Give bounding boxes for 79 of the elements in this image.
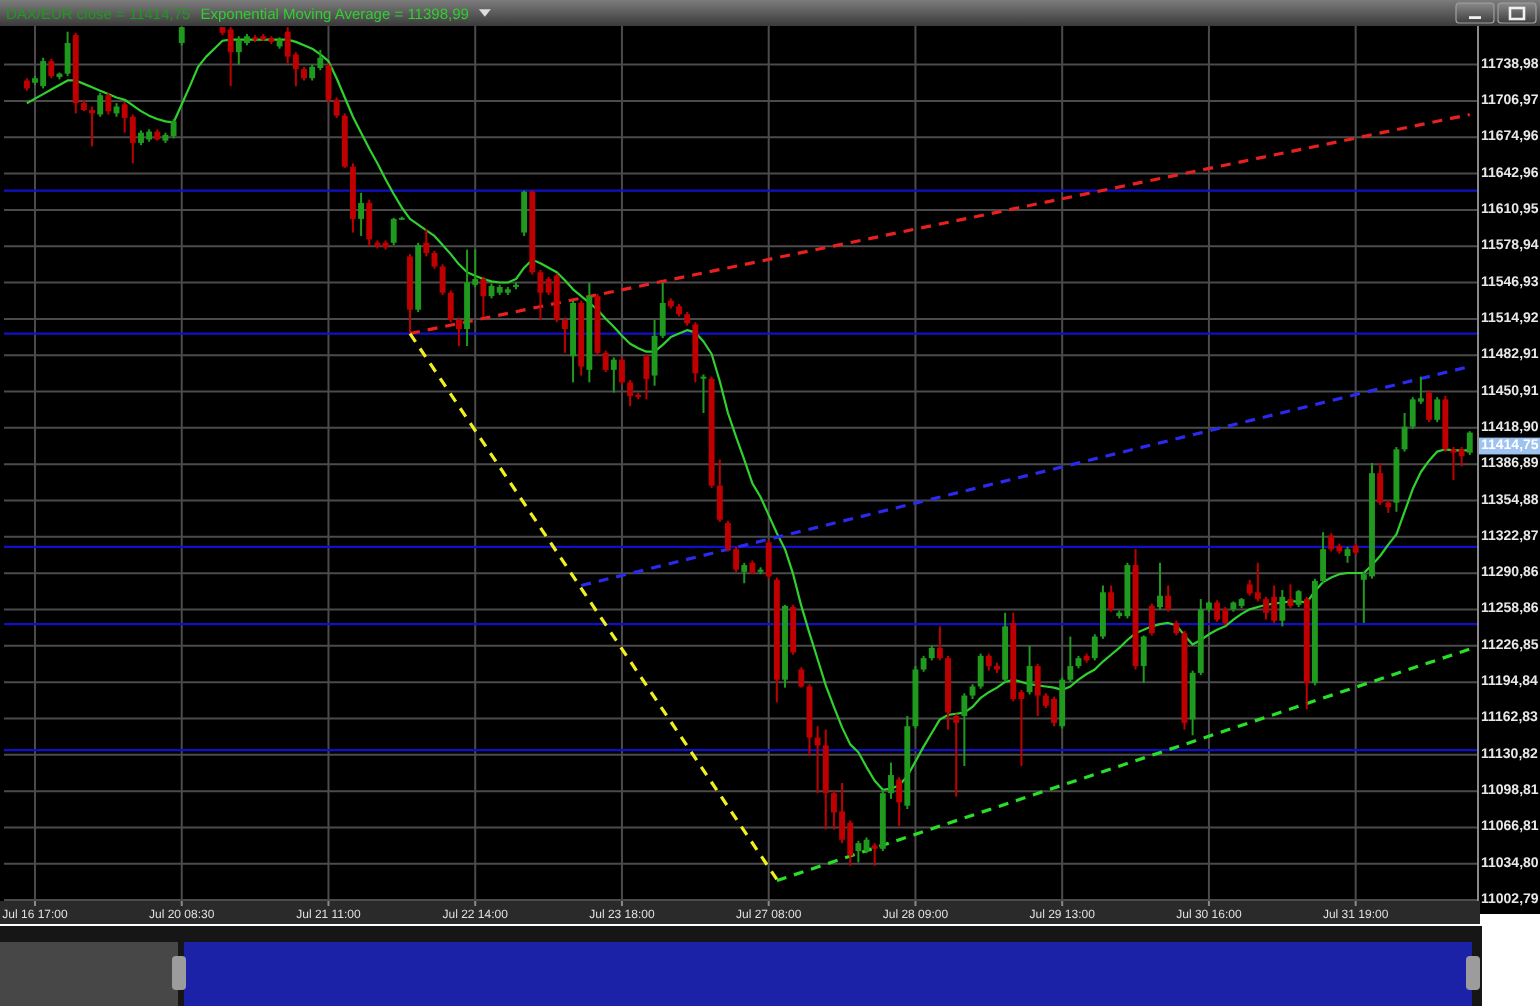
- candlestick: [1214, 599, 1221, 623]
- candlestick: [48, 57, 55, 80]
- candlestick: [178, 26, 185, 47]
- candlestick: [1100, 584, 1106, 640]
- candlestick: [358, 191, 365, 237]
- candlestick: [847, 819, 854, 867]
- candlestick: [1320, 531, 1326, 585]
- candlestick: [1222, 606, 1229, 627]
- candlestick: [896, 776, 903, 828]
- candlestick: [1401, 412, 1408, 453]
- candlestick: [659, 281, 666, 340]
- candlestick: [464, 248, 470, 348]
- candlestick: [1157, 561, 1163, 611]
- candlestick: [716, 458, 723, 523]
- candlestick: [790, 603, 797, 656]
- candlestick: [961, 692, 968, 767]
- candlestick: [1254, 561, 1261, 603]
- candlestick: [480, 275, 487, 318]
- candlestick: [1458, 446, 1465, 468]
- candlestick: [390, 216, 397, 247]
- candlestick: [284, 26, 291, 65]
- candlestick: [741, 561, 748, 585]
- candlestick: [936, 625, 943, 662]
- candlestick: [1434, 396, 1441, 424]
- candlestick: [627, 379, 634, 408]
- candlestick: [1328, 532, 1335, 553]
- candlestick: [1189, 669, 1196, 737]
- candlestick: [798, 666, 805, 689]
- candlestick: [333, 96, 340, 119]
- candlestick: [1059, 676, 1066, 730]
- candlestick: [64, 30, 71, 77]
- candlestick: [1165, 584, 1172, 613]
- candlestick: [423, 228, 430, 258]
- candlestick: [1426, 389, 1432, 424]
- candlestick: [1409, 396, 1416, 430]
- candlestick: [1450, 446, 1457, 481]
- candlestick: [105, 91, 112, 116]
- candlestick: [40, 56, 47, 90]
- candlestick: [455, 316, 462, 348]
- candlestick: [602, 349, 609, 374]
- candlestick: [227, 26, 234, 88]
- candlestick: [855, 839, 862, 864]
- candlestick: [170, 118, 177, 140]
- candlestick: [553, 272, 560, 324]
- candlestick: [235, 35, 242, 66]
- candlestick: [1279, 589, 1286, 628]
- candlestick: [439, 263, 446, 296]
- candlestick: [953, 712, 960, 798]
- candlestick: [1026, 644, 1033, 696]
- candlestick: [1034, 662, 1041, 718]
- candlestick: [317, 48, 324, 72]
- candlestick: [733, 545, 740, 573]
- candlestick: [1271, 584, 1278, 624]
- candlestick: [97, 91, 104, 118]
- candlestick: [725, 519, 731, 553]
- candlestick: [619, 356, 625, 386]
- candlestick: [1263, 595, 1269, 621]
- candlestick: [89, 105, 95, 148]
- candlestick: [651, 318, 658, 387]
- candlestick: [1067, 635, 1074, 683]
- candlestick: [1466, 430, 1473, 456]
- candlestick: [1091, 633, 1098, 662]
- candlestick: [977, 652, 984, 690]
- candlestick: [521, 189, 528, 237]
- candlestick: [822, 728, 829, 831]
- candlestick: [1051, 695, 1057, 728]
- candlestick: [871, 842, 878, 867]
- candlestick: [1108, 584, 1115, 613]
- candlestick: [1140, 634, 1147, 685]
- candlestick: [1148, 602, 1155, 637]
- candlestick: [814, 725, 821, 795]
- candlestick: [888, 761, 894, 800]
- candlestick: [643, 352, 650, 401]
- candlestick: [610, 356, 617, 394]
- candlestick: [561, 316, 568, 354]
- candlestick: [1377, 461, 1384, 506]
- candlestick: [765, 539, 772, 580]
- candlestick: [447, 289, 454, 324]
- candlestick: [366, 198, 373, 248]
